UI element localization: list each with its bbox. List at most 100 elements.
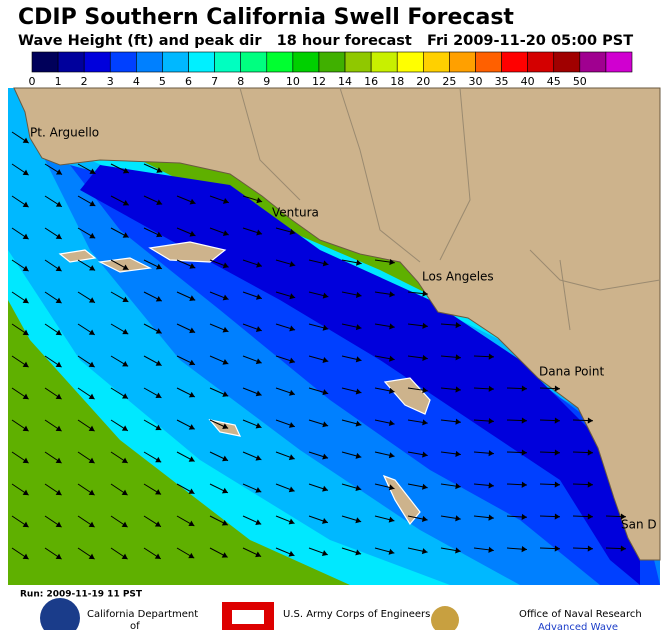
arrow-head bbox=[22, 297, 29, 304]
arrow-head bbox=[222, 455, 229, 462]
arrow-head bbox=[122, 232, 129, 238]
arrow-head bbox=[288, 550, 295, 557]
color-swatch bbox=[240, 51, 268, 73]
arrow-head bbox=[55, 425, 62, 432]
scale-label: 3 bbox=[107, 75, 114, 88]
arrow-head bbox=[222, 262, 229, 269]
arrow-head bbox=[155, 424, 162, 431]
arrow-head bbox=[322, 324, 329, 331]
arrow-head bbox=[322, 421, 329, 428]
scale-label: 5 bbox=[159, 75, 166, 88]
color-swatch bbox=[109, 51, 137, 73]
color-swatch bbox=[579, 51, 607, 73]
arrow-head bbox=[422, 387, 428, 394]
arrow-head bbox=[388, 484, 395, 491]
arrow-head bbox=[455, 354, 461, 361]
scale-label: 12 bbox=[312, 75, 326, 88]
county-lines bbox=[239, 87, 661, 331]
arrow-head bbox=[322, 389, 329, 396]
logo bbox=[431, 606, 459, 630]
arrow-head bbox=[421, 548, 428, 555]
arrow-head bbox=[488, 546, 494, 553]
arrow-head bbox=[521, 417, 527, 424]
place-label: Ventura bbox=[272, 206, 319, 220]
color-swatch bbox=[344, 51, 372, 73]
arrow-head bbox=[221, 552, 228, 558]
scale-label: 1 bbox=[55, 75, 62, 88]
island bbox=[383, 377, 431, 415]
arrow-head bbox=[355, 549, 362, 556]
color-swatch bbox=[162, 51, 189, 73]
arrow-head bbox=[554, 545, 560, 552]
arrow-head bbox=[222, 230, 229, 237]
logo bbox=[232, 610, 264, 624]
arrow-head bbox=[389, 259, 395, 266]
arrow-head bbox=[488, 514, 494, 521]
arrow-head bbox=[56, 169, 63, 175]
arrow-head bbox=[88, 553, 95, 560]
arrow-head bbox=[455, 386, 461, 393]
scale-label: 14 bbox=[338, 75, 352, 88]
color-swatch bbox=[605, 51, 633, 73]
arrow-head bbox=[255, 326, 262, 332]
logo bbox=[40, 598, 80, 630]
arrow-head bbox=[55, 233, 62, 239]
scale-label: 7 bbox=[211, 75, 218, 88]
arrow-head bbox=[321, 550, 328, 556]
arrow-head bbox=[121, 457, 128, 463]
arrow-head bbox=[488, 482, 494, 489]
arrow-head bbox=[256, 261, 262, 268]
scale-label: 9 bbox=[263, 75, 270, 88]
scale-label: 2 bbox=[81, 75, 88, 88]
color-swatch bbox=[501, 51, 528, 73]
scale-label: 45 bbox=[547, 75, 561, 88]
arrow-head bbox=[455, 450, 461, 457]
arrow-head bbox=[388, 387, 395, 394]
sponsor: California Department bbox=[87, 609, 198, 620]
place-label: San D bbox=[621, 518, 657, 532]
arrow-head bbox=[155, 328, 162, 334]
arrow-head bbox=[388, 548, 395, 555]
arrow-head bbox=[55, 393, 62, 400]
arrow-head bbox=[22, 489, 29, 496]
arrow-head bbox=[587, 545, 593, 552]
arrow-head bbox=[154, 521, 161, 527]
arrow-head bbox=[355, 324, 362, 331]
arrow-head bbox=[255, 519, 262, 525]
band-dark-blue bbox=[80, 165, 640, 585]
arrow-head bbox=[22, 233, 29, 240]
color-swatch bbox=[553, 51, 581, 73]
scale-label: 4 bbox=[133, 75, 140, 88]
run-label: Run: 2009-11-19 11 PST bbox=[20, 590, 143, 600]
arrow-head bbox=[356, 259, 362, 266]
arrow-head bbox=[189, 230, 196, 237]
color-scale: 0 1 2 3 4 5 6 7 8 9 10 12 14 16 18 20 25 30 35 40 45 50 bbox=[29, 51, 633, 88]
arrow-head bbox=[620, 545, 626, 552]
arrow-head bbox=[422, 354, 428, 362]
color-swatch bbox=[449, 51, 476, 73]
arrow-head bbox=[222, 391, 229, 397]
arrow-head bbox=[188, 520, 195, 527]
arrow-head bbox=[22, 169, 29, 176]
place-label: Los Angeles bbox=[422, 270, 494, 284]
arrow-head bbox=[155, 456, 162, 463]
arrow-head bbox=[88, 489, 95, 496]
arrow-head bbox=[55, 329, 62, 336]
island bbox=[148, 241, 227, 263]
arrow-head bbox=[322, 453, 329, 460]
sponsor: of bbox=[130, 621, 140, 630]
arrow-head bbox=[121, 393, 128, 399]
arrow-head bbox=[389, 323, 395, 330]
arrow-head bbox=[488, 417, 494, 425]
arrow-head bbox=[22, 137, 29, 144]
arrow-head bbox=[288, 518, 295, 525]
arrow-head bbox=[154, 553, 161, 559]
arrow-head bbox=[55, 265, 62, 272]
sponsors: California Department of U.S. Army Corps… bbox=[40, 598, 642, 630]
arrow-head bbox=[455, 322, 461, 329]
color-swatch bbox=[136, 51, 163, 73]
color-swatch bbox=[318, 51, 346, 73]
arrow-head bbox=[55, 201, 62, 207]
arrow-head bbox=[121, 425, 128, 431]
arrow-head bbox=[22, 521, 29, 528]
